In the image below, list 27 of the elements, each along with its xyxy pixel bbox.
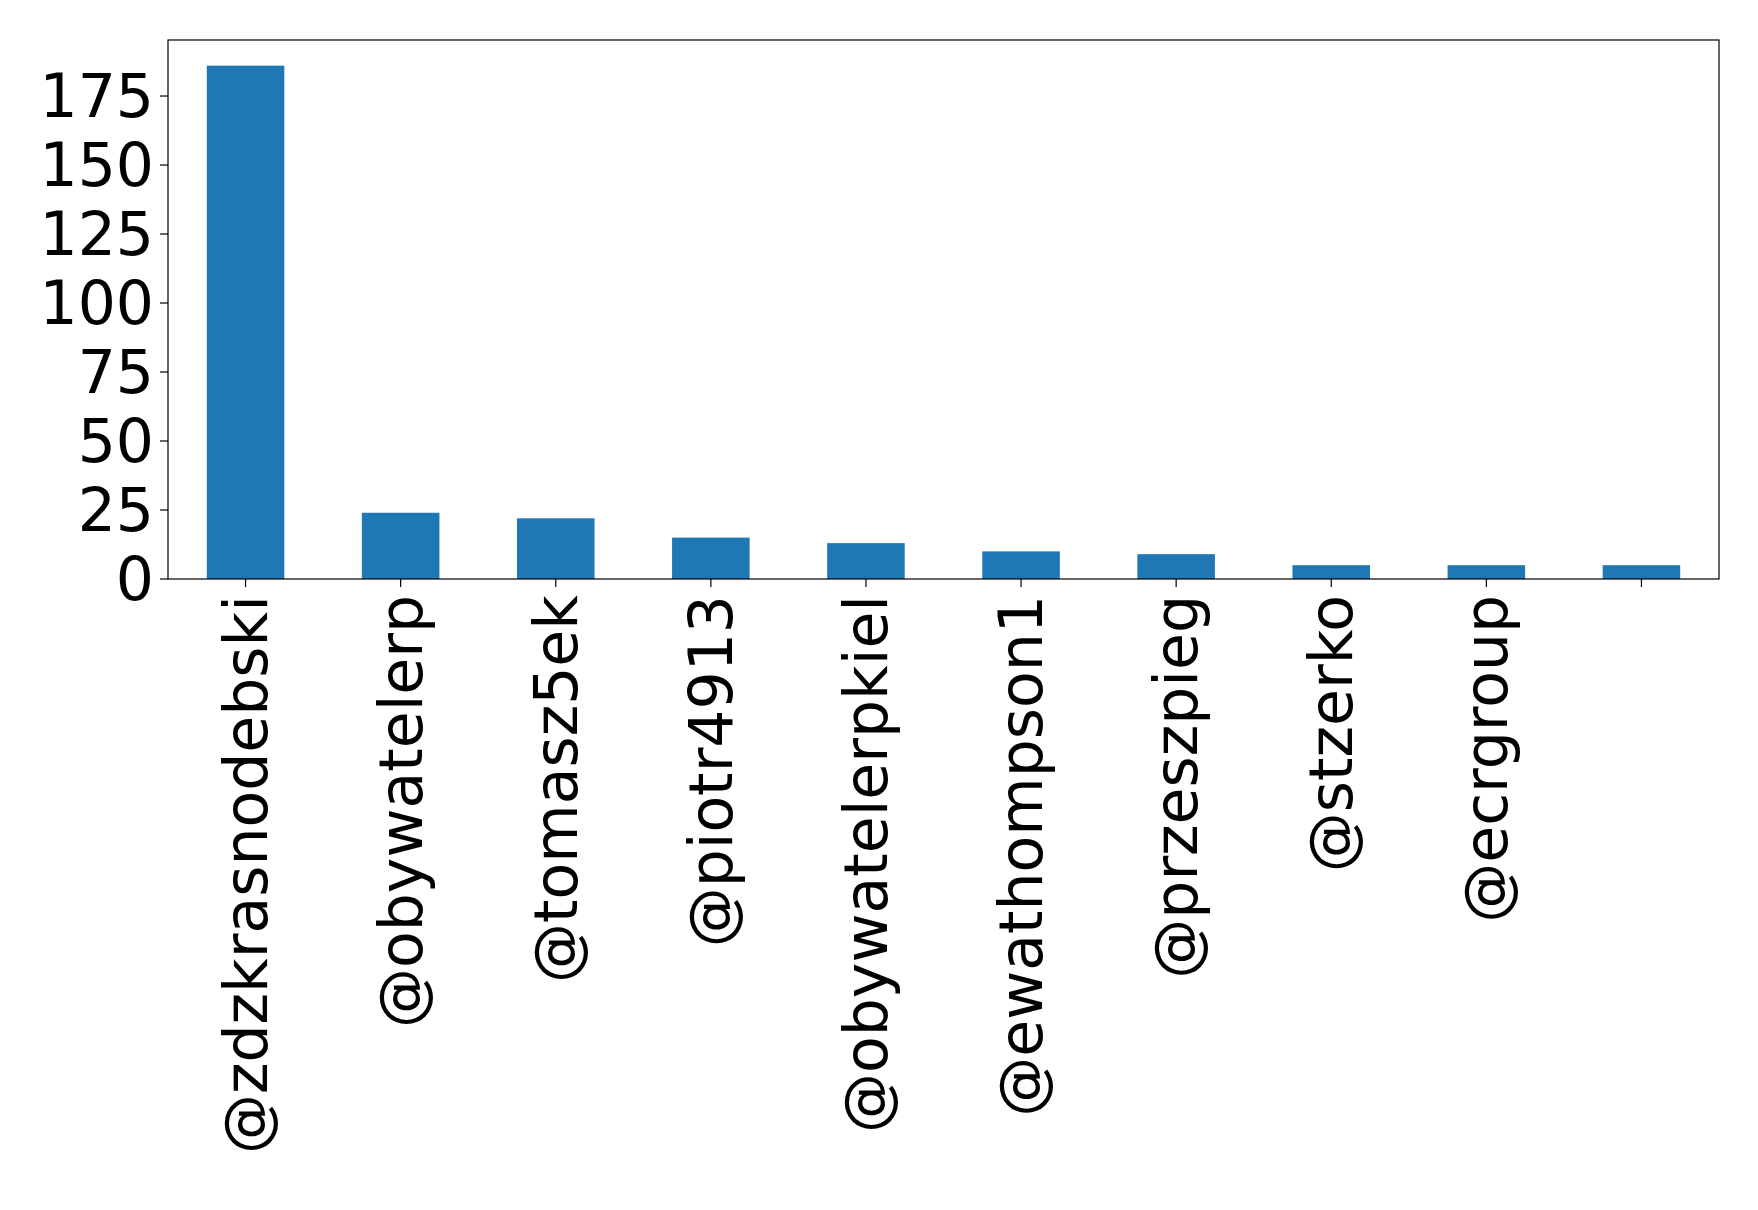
x-tick-label: @przeszpieg (1141, 595, 1212, 979)
y-tick-label: 75 (77, 337, 154, 408)
y-tick-label: 100 (39, 268, 154, 339)
y-tick-label: 0 (115, 544, 154, 614)
bar (361, 512, 440, 579)
bar (1292, 565, 1371, 579)
bar (1602, 565, 1681, 579)
bar (516, 518, 595, 579)
y-tick-label: 25 (77, 475, 154, 545)
bar (672, 537, 750, 579)
bar (1447, 565, 1526, 579)
x-tick-label: @ewathompson1 (986, 595, 1057, 1117)
bar (827, 543, 905, 579)
bar (206, 65, 285, 579)
y-tick-label: 50 (77, 406, 154, 477)
y-tick-label: 175 (39, 61, 154, 132)
x-tick-label: @stzerko (1296, 595, 1367, 873)
y-tick-label: 150 (39, 130, 154, 201)
x-tick-label: @piotr4913 (675, 595, 746, 948)
x-tick-label: @zdzkrasnodebski (210, 595, 281, 1155)
y-tick-label: 125 (39, 199, 154, 270)
bar (1137, 554, 1215, 579)
x-tick-label: @ecrgroup (1451, 595, 1522, 923)
bar (982, 551, 1060, 579)
x-tick-label: @tomasz5ek (520, 594, 591, 984)
x-tick-label: @obywatelerpkiel (830, 595, 901, 1133)
x-tick-label: @obywatelerp (365, 595, 436, 1028)
